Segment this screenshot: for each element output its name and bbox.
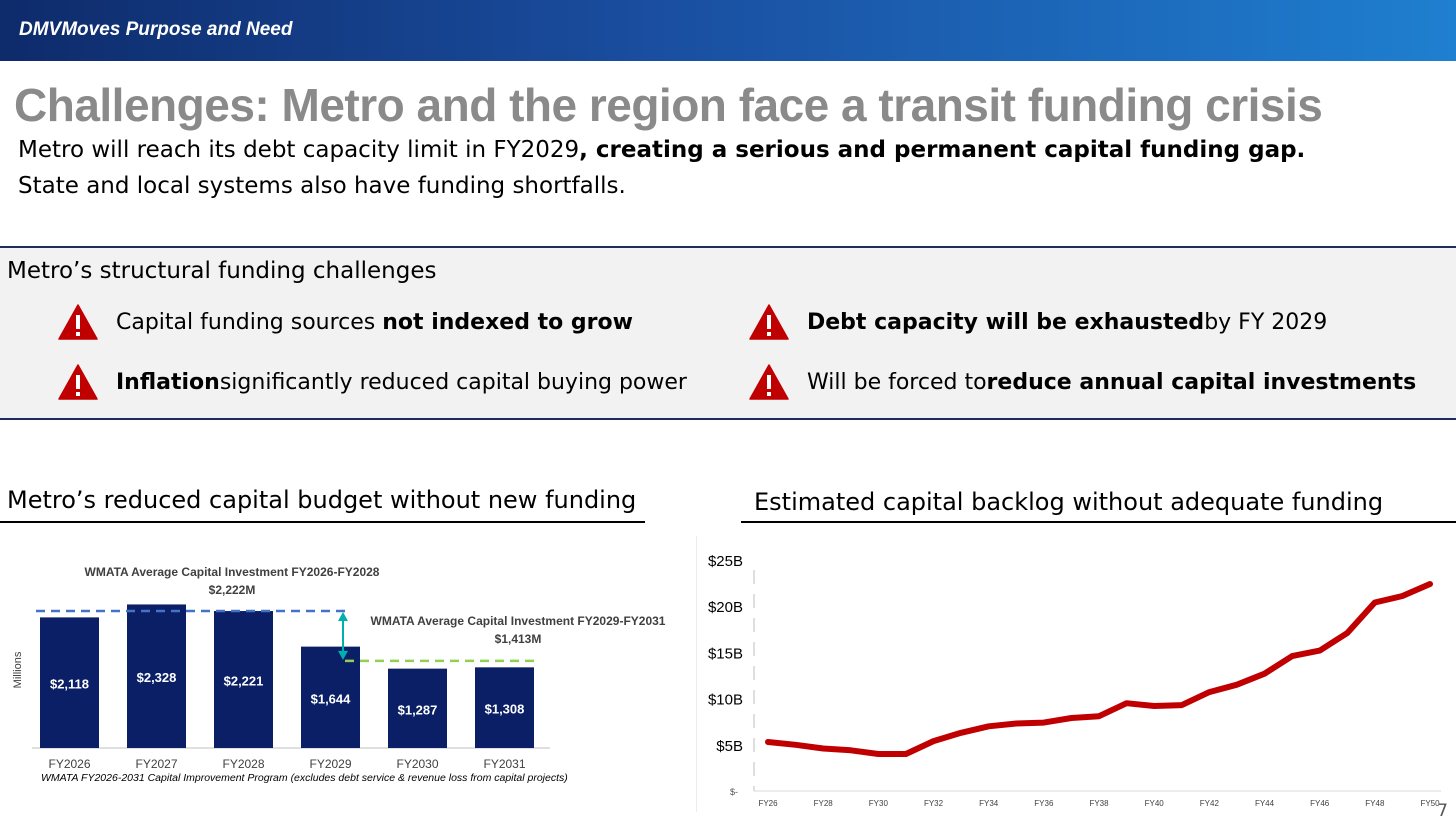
x-tick-label: FY30 (869, 799, 889, 808)
backlog-series-line (765, 581, 1433, 757)
y-tick-label: $20B (708, 599, 743, 616)
y-tick-label: $- (730, 787, 738, 797)
x-tick-label: FY40 (1145, 799, 1165, 808)
subtitle-line-2: State and local systems also have fundin… (18, 173, 626, 199)
x-tick-label: FY2031 (483, 757, 525, 771)
x-tick-label: FY2026 (48, 757, 90, 771)
bar-fy2029 (301, 646, 360, 748)
header-bar: DMVMoves Purpose and Need (0, 0, 1456, 61)
annotation-avg-fy29-31: WMATA Average Capital Investment FY2029-… (371, 614, 666, 628)
challenge-item: Will be forced to reduce annual capital … (749, 364, 1416, 400)
annotation-avg-fy26-28-value: $2,222M (209, 583, 256, 597)
gap-arrow-up (338, 611, 348, 621)
bar-value-label: $2,118 (50, 677, 89, 692)
left-section-title: Metro’s reduced capital budget without n… (7, 486, 637, 514)
challenge-item: Inflation significantly reduced capital … (58, 364, 687, 400)
challenge-bold: Debt capacity will be exhausted (807, 309, 1205, 335)
annotation-avg-fy29-31-value: $1,413M (495, 632, 542, 646)
challenge-bold: reduce annual capital investments (986, 369, 1417, 395)
challenge-post: significantly reduced capital buying pow… (219, 369, 687, 395)
challenge-pre: Capital funding sources (116, 309, 376, 335)
bar-value-label: $2,328 (137, 670, 177, 685)
challenges-panel: Metro’s structural funding challenges Ca… (0, 246, 1456, 420)
page-title: Challenges: Metro and the region face a … (14, 79, 1323, 131)
annotation-avg-fy26-28: WMATA Average Capital Investment FY2026-… (85, 565, 380, 579)
subtitle-line-1: Metro will reach its debt capacity limit… (18, 137, 1305, 163)
x-tick-label: FY28 (814, 799, 834, 808)
x-tick-label: FY34 (979, 799, 999, 808)
header-title: DMVMoves Purpose and Need (19, 19, 293, 40)
capital-backlog-chart: $- $5B $10B $15B $20B $25B FY26 FY28 FY30 FY32 FY3… (695, 530, 1456, 823)
x-tick-label: FY36 (1034, 799, 1054, 808)
challenge-bold: not indexed to grow (382, 309, 633, 335)
right-section-underline (741, 521, 1456, 523)
challenge-item: Debt capacity will be exhausted by FY 20… (749, 304, 1327, 340)
bar-value-label: $2,221 (224, 674, 264, 689)
x-tick-label: FY44 (1255, 799, 1275, 808)
chart-source-note: WMATA FY2026-2031 Capital Improvement Pr… (41, 772, 568, 784)
capital-budget-chart: $2,118 FY2026 $2,328 FY2027 $2,221 FY2028 $1,6… (0, 530, 700, 823)
challenges-title: Metro’s structural funding challenges (7, 258, 437, 284)
x-tick-label: FY2027 (135, 757, 177, 771)
x-tick-label: FY42 (1200, 799, 1220, 808)
y-tick-label: $15B (708, 645, 743, 662)
y-tick-label: $5B (716, 738, 743, 755)
bar-fy2027 (127, 604, 186, 748)
x-tick-label: FY2029 (309, 757, 351, 771)
challenge-bold: Inflation (116, 369, 220, 395)
y-tick-label: $10B (708, 692, 743, 709)
bar-fy2030 (388, 668, 447, 748)
x-tick-label: FY32 (924, 799, 944, 808)
bar-fy2026 (40, 617, 99, 748)
capital-budget-svg: $2,118 FY2026 $2,328 FY2027 $2,221 FY2028 $1,6… (12, 565, 666, 784)
x-tick-label: FY50 (1420, 799, 1440, 808)
x-tick-label: FY38 (1089, 799, 1109, 808)
challenge-post: by FY 2029 (1204, 309, 1328, 335)
warning-icon (58, 304, 98, 340)
x-tick-label: FY26 (758, 799, 778, 808)
challenge-item: Capital funding sources not indexed to g… (58, 304, 633, 340)
capital-backlog-svg: $- $5B $10B $15B $20B $25B FY26 FY28 FY30 FY32 FY3… (695, 536, 1441, 812)
gap-arrow-down (338, 650, 348, 660)
subtitle-line-1-bold: , creating a serious and permanent capit… (579, 137, 1306, 163)
subtitle-line-1-plain: Metro will reach its debt capacity limit… (18, 137, 580, 163)
bar-fy2031 (475, 667, 534, 748)
x-tick-label: FY2030 (396, 757, 438, 771)
bar-fy2028 (214, 611, 273, 748)
left-section-underline (0, 521, 645, 523)
bar-value-label: $1,644 (311, 691, 352, 706)
warning-icon (58, 364, 98, 400)
page-number: 7 (1437, 801, 1448, 821)
right-section-title: Estimated capital backlog without adequa… (754, 488, 1384, 516)
x-tick-label: FY2028 (222, 757, 264, 771)
warning-icon (749, 364, 789, 400)
y-axis-label: Millions (12, 651, 24, 688)
bar-value-label: $1,308 (485, 702, 525, 717)
y-tick-label: $25B (708, 553, 743, 570)
challenge-pre: Will be forced to (807, 369, 987, 395)
warning-icon (749, 304, 789, 340)
x-tick-label: FY48 (1365, 799, 1385, 808)
x-tick-label: FY46 (1310, 799, 1330, 808)
bar-value-label: $1,287 (398, 702, 438, 717)
